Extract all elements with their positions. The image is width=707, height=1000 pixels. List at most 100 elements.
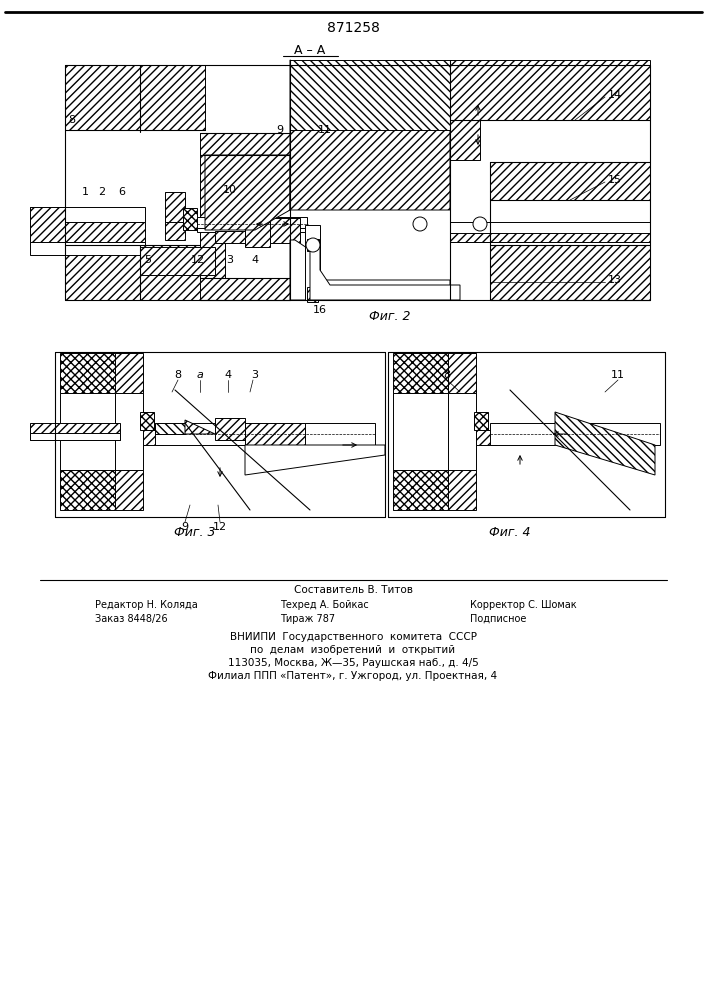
Bar: [393, 353, 448, 393]
Polygon shape: [155, 423, 185, 434]
Text: 4: 4: [252, 255, 259, 265]
Bar: [200, 278, 295, 300]
Polygon shape: [310, 245, 460, 300]
Bar: [140, 247, 215, 275]
Ellipse shape: [413, 217, 427, 231]
Bar: [393, 393, 448, 470]
Text: 8: 8: [175, 370, 182, 380]
Bar: [30, 433, 120, 440]
Text: 13: 13: [608, 275, 622, 285]
Bar: [270, 218, 300, 243]
Ellipse shape: [473, 217, 487, 231]
Text: 871258: 871258: [327, 21, 380, 35]
Bar: [60, 353, 115, 393]
Text: Филиал ППП «Патент», г. Ужгород, ул. Проектная, 4: Филиал ППП «Патент», г. Ужгород, ул. Про…: [209, 671, 498, 681]
Bar: [65, 65, 145, 130]
Polygon shape: [245, 445, 385, 475]
Polygon shape: [245, 423, 305, 445]
Bar: [60, 393, 115, 470]
Bar: [165, 192, 185, 222]
Bar: [450, 120, 480, 160]
Text: Корректор С. Шомак: Корректор С. Шомак: [470, 600, 577, 610]
Bar: [140, 65, 205, 130]
Polygon shape: [185, 420, 215, 434]
Text: a: a: [197, 370, 204, 380]
Text: 8: 8: [443, 370, 450, 380]
Text: Фиг. 3: Фиг. 3: [174, 526, 216, 540]
Bar: [197, 228, 307, 232]
Bar: [200, 133, 295, 155]
Bar: [30, 242, 145, 255]
Bar: [115, 470, 143, 510]
Bar: [183, 208, 197, 230]
Text: 15: 15: [608, 175, 622, 185]
Text: Редактор Н. Коляда: Редактор Н. Коляда: [95, 600, 198, 610]
Polygon shape: [205, 155, 290, 230]
Bar: [305, 225, 320, 300]
Bar: [307, 287, 318, 302]
Text: 12: 12: [213, 522, 227, 532]
Bar: [448, 393, 476, 470]
Bar: [140, 412, 154, 430]
Bar: [30, 207, 145, 222]
Circle shape: [306, 238, 320, 252]
Polygon shape: [290, 60, 450, 130]
Bar: [30, 423, 120, 440]
Bar: [215, 231, 255, 243]
Bar: [450, 60, 650, 120]
Bar: [115, 393, 143, 470]
Bar: [165, 222, 185, 240]
Text: 14: 14: [608, 90, 622, 100]
Text: 16: 16: [313, 305, 327, 315]
Bar: [490, 423, 660, 445]
Bar: [30, 207, 65, 242]
Bar: [215, 418, 245, 440]
Text: 9: 9: [182, 522, 189, 532]
Text: по  делам  изобретений  и  открытий: по делам изобретений и открытий: [250, 645, 455, 655]
Bar: [155, 423, 375, 445]
Bar: [474, 412, 488, 430]
Bar: [490, 245, 650, 300]
Text: 8: 8: [69, 115, 76, 125]
Text: 1: 1: [81, 187, 88, 197]
Text: 11: 11: [611, 370, 625, 380]
Text: Заказ 8448/26: Заказ 8448/26: [95, 614, 168, 624]
Text: 6: 6: [119, 187, 126, 197]
Bar: [245, 217, 270, 247]
Text: А – А: А – А: [294, 43, 326, 56]
Bar: [393, 470, 448, 510]
Text: 11: 11: [318, 125, 332, 135]
Bar: [65, 245, 145, 300]
Text: Фиг. 2: Фиг. 2: [369, 310, 411, 324]
Polygon shape: [290, 240, 450, 300]
Bar: [307, 239, 319, 251]
Bar: [60, 470, 115, 510]
Text: ВНИИПИ  Государственного  комитета  СССР: ВНИИПИ Государственного комитета СССР: [230, 632, 477, 642]
Bar: [140, 245, 205, 300]
Bar: [115, 353, 143, 393]
Text: Подписное: Подписное: [470, 614, 527, 624]
Text: 4: 4: [224, 370, 232, 380]
Bar: [450, 233, 650, 242]
Bar: [197, 217, 307, 230]
Polygon shape: [555, 412, 655, 475]
Bar: [450, 222, 650, 242]
Bar: [200, 155, 225, 278]
Text: 5: 5: [144, 255, 151, 265]
Text: 3: 3: [252, 370, 259, 380]
Bar: [476, 430, 496, 445]
Bar: [490, 162, 650, 200]
Text: Составитель В. Титов: Составитель В. Титов: [293, 585, 412, 595]
Bar: [448, 353, 476, 393]
Text: 10: 10: [223, 185, 237, 195]
Polygon shape: [290, 60, 450, 210]
Text: 113035, Москва, Ж—35, Раушская наб., д. 4/5: 113035, Москва, Ж—35, Раушская наб., д. …: [228, 658, 479, 668]
Bar: [143, 430, 163, 445]
Bar: [30, 222, 145, 242]
Text: Техред А. Бойкас: Техред А. Бойкас: [280, 600, 369, 610]
Text: 9: 9: [276, 125, 284, 135]
Text: 12: 12: [191, 255, 205, 265]
Text: 2: 2: [98, 187, 105, 197]
Text: 3: 3: [226, 255, 233, 265]
Text: Фиг. 4: Фиг. 4: [489, 526, 531, 540]
